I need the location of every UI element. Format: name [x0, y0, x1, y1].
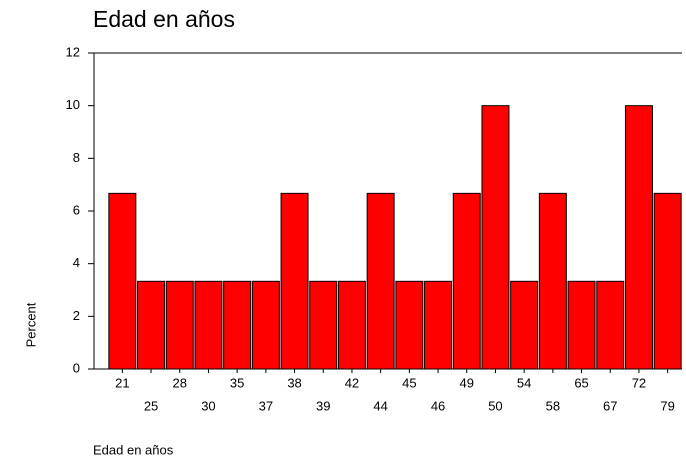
bar: [452, 192, 481, 370]
bar: [280, 192, 309, 370]
bar: [194, 280, 223, 370]
y-tick-label: 8: [73, 150, 80, 165]
y-tick-label: 12: [66, 44, 80, 59]
bar: [309, 280, 338, 370]
x-tick-label: 50: [488, 398, 502, 413]
x-tick-label: 54: [517, 375, 531, 390]
y-axis-label: Percent: [23, 302, 38, 347]
x-tick-label: 30: [201, 398, 215, 413]
x-tick-label: 35: [230, 375, 244, 390]
bar: [624, 105, 653, 370]
bar: [165, 280, 194, 370]
chart-title: Edad en años: [93, 6, 235, 32]
x-tick-label: 39: [316, 398, 330, 413]
x-tick-label: 25: [144, 398, 158, 413]
x-tick-label: 67: [603, 398, 617, 413]
bar: [567, 280, 596, 370]
y-tick-label: 10: [66, 97, 80, 112]
x-tick-label: 28: [173, 375, 187, 390]
bar: [223, 280, 252, 370]
y-tick-label: 4: [73, 255, 80, 270]
bar: [538, 192, 567, 370]
x-tick-label: 42: [345, 375, 359, 390]
x-tick-label: 49: [460, 375, 474, 390]
bar: [137, 280, 166, 370]
bar: [251, 280, 280, 370]
bar: [337, 280, 366, 370]
x-tick-label: 21: [115, 375, 129, 390]
x-tick-label: 45: [402, 375, 416, 390]
bar: [395, 280, 424, 370]
bar: [653, 192, 682, 370]
bar: [596, 280, 625, 370]
x-tick-label: 46: [431, 398, 445, 413]
x-tick-label: 79: [660, 398, 674, 413]
x-tick-label: 38: [287, 375, 301, 390]
x-tick-label: 37: [259, 398, 273, 413]
y-tick-label: 6: [73, 202, 80, 217]
bar: [366, 192, 395, 370]
bar: [510, 280, 539, 370]
bar: [108, 192, 137, 370]
y-tick-label: 2: [73, 308, 80, 323]
x-axis-label: Edad en años: [93, 442, 174, 457]
bar: [424, 280, 453, 370]
x-tick-label: 44: [373, 398, 387, 413]
y-tick-label: 0: [73, 360, 80, 375]
x-tick-label: 65: [574, 375, 588, 390]
x-tick-label: 58: [546, 398, 560, 413]
x-tick-label: 72: [632, 375, 646, 390]
bar: [481, 105, 510, 370]
